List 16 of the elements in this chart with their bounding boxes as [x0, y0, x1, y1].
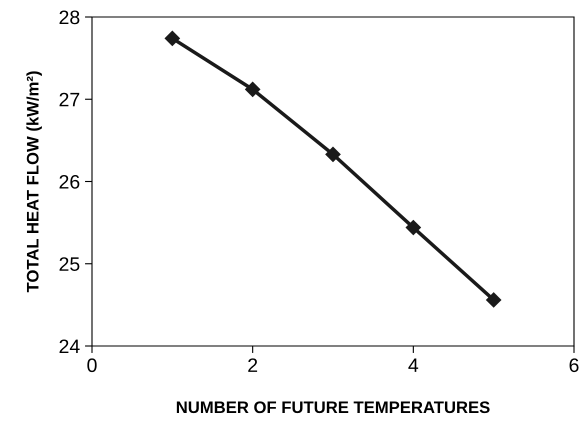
y-axis-title: TOTAL HEAT FLOW (kW/m²)	[26, 71, 42, 292]
point	[325, 146, 341, 162]
point	[486, 292, 502, 308]
y-tick-label: 25	[60, 257, 80, 271]
x-tick-label: 6	[570, 358, 579, 372]
y-tick-label: 27	[60, 92, 80, 106]
point	[406, 220, 421, 236]
x-tick-label: 4	[408, 358, 418, 372]
y-tick-label: 26	[60, 174, 80, 189]
x-tick-label: 2	[248, 358, 258, 372]
y-tick-label: 24	[60, 339, 80, 354]
x-axis-title: NUMBER OF FUTURE TEMPERATURES	[176, 401, 490, 414]
point	[164, 30, 180, 46]
y-tick-label: 28	[60, 10, 80, 24]
point	[245, 82, 260, 97]
x-tick-label: 0	[87, 358, 97, 372]
